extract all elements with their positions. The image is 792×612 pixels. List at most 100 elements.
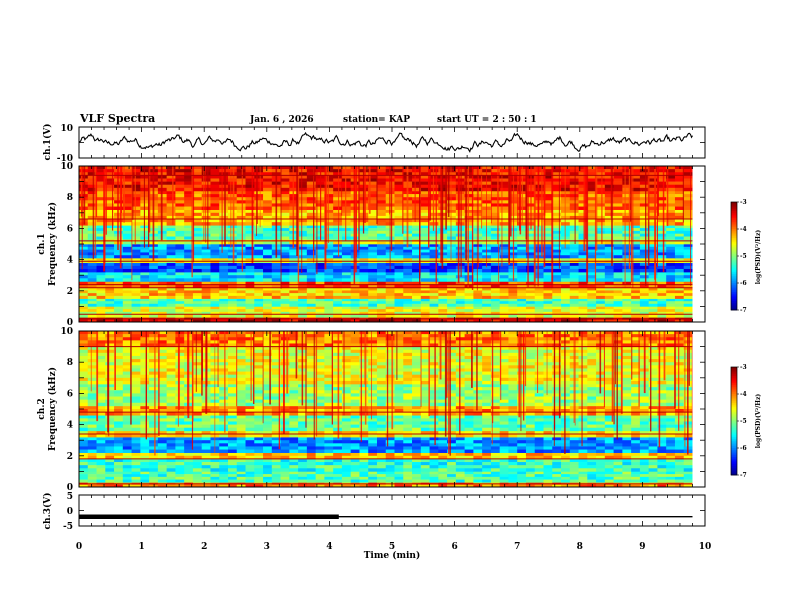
- spectrogram-cell: [236, 484, 246, 488]
- spectrogram-cell: [298, 268, 308, 273]
- colorbar-segment: [731, 290, 737, 293]
- spectrogram-cell: [175, 209, 185, 214]
- spectrogram-cell: [333, 206, 343, 210]
- spectrogram-cell: [666, 284, 676, 288]
- spectrogram-cell: [114, 278, 124, 282]
- spectrogram-cell: [368, 303, 378, 307]
- spectrogram-cell: [543, 244, 553, 248]
- spectrogram-cell: [96, 295, 106, 299]
- spectrogram-cell: [578, 222, 588, 226]
- spectrogram-cell: [236, 258, 246, 261]
- spectrogram-cell: [306, 476, 317, 480]
- spectrogram-cell: [429, 275, 439, 279]
- spectrogram-cell: [219, 262, 229, 267]
- spectrogram-cell: [324, 181, 334, 186]
- spectrogram-cell: [455, 219, 466, 223]
- spectrogram-cell: [96, 241, 106, 245]
- spectrogram-cell: [438, 311, 448, 315]
- spectrogram-cell: [517, 258, 527, 261]
- spectrogram-cell: [596, 262, 606, 267]
- spectrogram-cell: [578, 197, 588, 201]
- spectrogram-cell: [368, 474, 378, 478]
- spectrogram-cell: [184, 187, 194, 192]
- spectrogram-cell: [561, 468, 571, 472]
- spectrogram-cell: [639, 244, 650, 248]
- spectrogram-cell: [122, 244, 132, 248]
- spectrogram-cell: [482, 479, 492, 483]
- spectrogram-cell: [87, 184, 97, 189]
- spectrogram-cell: [157, 314, 168, 318]
- spectrogram-cell: [552, 222, 562, 226]
- spectrogram-cell: [455, 479, 466, 483]
- spectrogram-cell: [87, 241, 97, 245]
- spectrogram-cell: [394, 265, 404, 270]
- spectrogram-cell: [105, 311, 115, 315]
- spectrogram-cell: [254, 293, 264, 297]
- spectrogram-cell: [324, 262, 334, 267]
- spectrogram-cell: [96, 219, 106, 223]
- spectrogram-cell: [271, 275, 281, 279]
- spectrogram-cell: [596, 479, 606, 483]
- spectrogram-cell: [412, 233, 422, 237]
- spectrogram-cell: [306, 209, 317, 214]
- spectrogram-cell: [683, 200, 693, 204]
- spectrogram-cell: [499, 287, 509, 291]
- spectrogram-cell: [122, 225, 132, 229]
- spectrogram-cell: [245, 268, 255, 273]
- spectrogram-cell: [412, 244, 422, 248]
- spectrogram-cell: [499, 178, 509, 182]
- spectrogram-cell: [315, 246, 325, 250]
- spectrogram-cell: [298, 474, 308, 478]
- spectrogram-cell: [499, 236, 509, 240]
- spectrogram-cell: [157, 246, 168, 250]
- spectrogram-cell: [359, 255, 369, 259]
- spectrogram-cell: [587, 252, 597, 256]
- spectrogram-cell: [122, 458, 132, 463]
- spectrogram-cell: [192, 281, 203, 285]
- spectrogram-cell: [543, 319, 553, 323]
- spectrogram-cell: [192, 200, 203, 204]
- spectrogram-cell: [166, 178, 176, 182]
- spectrogram-cell: [376, 284, 387, 288]
- spectrogram-cell: [534, 215, 544, 220]
- spectrogram-cell: [622, 462, 632, 466]
- spectrogram-cell: [280, 206, 290, 210]
- spectrogram-cell: [657, 471, 667, 475]
- spectrogram-cell: [149, 476, 159, 480]
- spectrogram-cell: [394, 258, 404, 261]
- spectrogram-cell: [201, 249, 211, 253]
- colorbar-tick-label: -3: [740, 199, 747, 206]
- spectrogram-cell: [341, 200, 352, 204]
- spectrogram-cell: [105, 287, 115, 291]
- spectrogram-burst: [441, 166, 444, 269]
- spectrogram-cell: [508, 284, 518, 288]
- spectrogram-cell: [464, 298, 474, 302]
- spectrogram-cell: [639, 268, 650, 273]
- spectrogram-cell: [236, 209, 246, 214]
- spectrogram-cell: [438, 314, 448, 318]
- spectrogram-cell: [420, 319, 430, 323]
- spectrogram-cell: [227, 474, 238, 478]
- spectrogram-cell: [105, 233, 115, 237]
- spectrogram-cell: [114, 455, 124, 460]
- spectrogram-cell: [473, 319, 483, 323]
- spectrogram-cell: [245, 303, 255, 307]
- spectrogram-cell: [464, 295, 474, 299]
- spectrogram-cell: [175, 246, 185, 250]
- spectrogram-cell: [201, 215, 211, 220]
- spectrogram-cell: [210, 197, 220, 201]
- spectrogram-cell: [210, 303, 220, 307]
- spectrogram-cell: [368, 306, 378, 310]
- spectrogram-cell: [341, 194, 352, 198]
- colorbar-segment: [731, 248, 737, 251]
- spectrogram-cell: [376, 212, 387, 217]
- spectrogram-cell: [289, 287, 299, 291]
- spectrogram-cell: [79, 262, 89, 267]
- spectrogram-cell: [324, 265, 334, 270]
- spectrogram-cell: [210, 309, 220, 313]
- spectrogram-cell: [140, 262, 150, 267]
- spectrogram-cell: [631, 462, 641, 466]
- spectrogram-cell: [657, 212, 667, 217]
- spectrogram-cell: [596, 278, 606, 282]
- spectrogram-cell: [368, 178, 378, 182]
